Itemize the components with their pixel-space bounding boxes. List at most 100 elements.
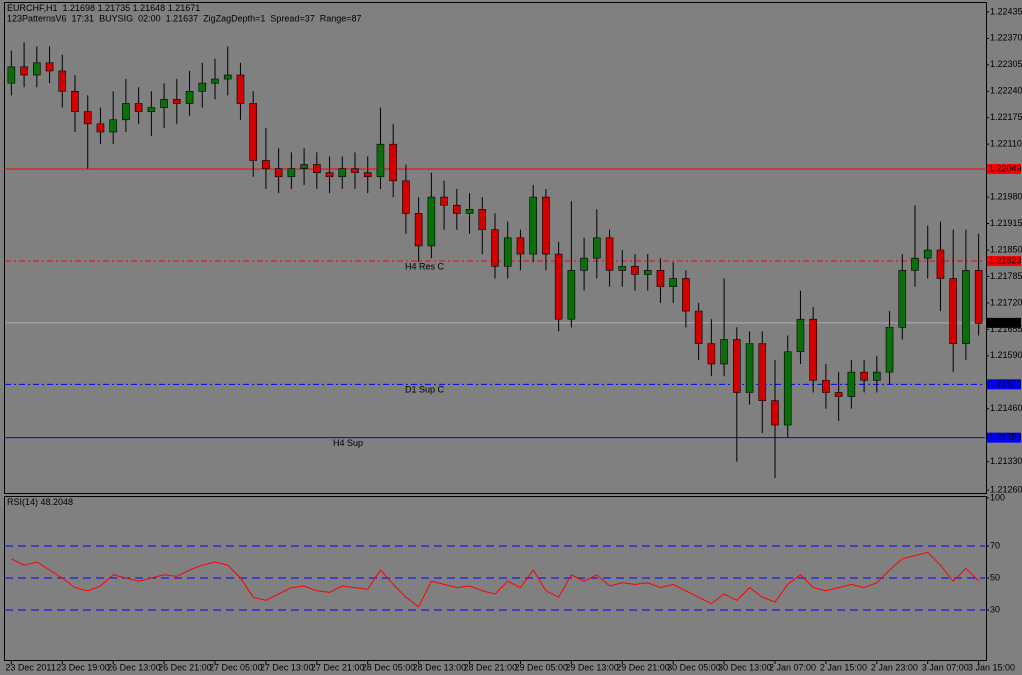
level-name: H4 Sup [333, 438, 363, 448]
x-tick-label: 23 Dec 2011 [5, 662, 55, 672]
candle-body [274, 168, 283, 178]
candle-body [325, 172, 334, 178]
candle-body [783, 351, 792, 426]
candle-body [134, 103, 143, 112]
candle-body [605, 237, 614, 271]
y-tick-label: 70 [990, 540, 1000, 550]
candle-body [618, 265, 627, 271]
candle-body [376, 143, 385, 178]
x-tick-label: 27 Dec 21:00 [311, 662, 365, 672]
symbol-label: EURCHF,H1 1.21698 1.21735 1.21648 1.2167… [7, 3, 200, 13]
candle-body [96, 123, 105, 133]
candle-body [45, 62, 54, 72]
candle-body [465, 209, 474, 214]
candle-body [491, 229, 499, 267]
candle-body [733, 339, 741, 393]
candle-body [440, 196, 448, 206]
x-tick-label: 26 Dec 13:00 [107, 662, 161, 672]
candle-body [822, 379, 830, 393]
main-panel [4, 2, 987, 494]
open: 1.21698 [63, 3, 96, 13]
level-name: H4 Res C [405, 261, 445, 271]
symbol: EURCHF,H1 [7, 3, 58, 13]
high: 1.21735 [98, 3, 131, 13]
candle-body [33, 62, 41, 76]
candle-body [223, 74, 232, 80]
x-tick-label: 2 Jan 07:00 [769, 662, 816, 672]
candle-body [682, 278, 690, 312]
candle-body [962, 270, 970, 344]
candle-body [160, 99, 168, 108]
x-tick-label: 27 Dec 05:00 [209, 662, 263, 672]
y-tick-label: 1.21260 [990, 485, 1022, 495]
candle-body [720, 339, 728, 365]
y-tick-label: 1.21460 [990, 403, 1022, 413]
y-tick-label: 1.21980 [990, 191, 1022, 201]
x-tick-label: 26 Dec 21:00 [158, 662, 212, 672]
y-tick-label: 1.21850 [990, 244, 1022, 254]
candle-body [83, 111, 92, 125]
candle-body [414, 213, 423, 247]
candle-body [809, 318, 817, 381]
current-price-box [987, 317, 1021, 328]
candle-body [593, 237, 601, 259]
candle-body [923, 249, 932, 259]
y-tick-label: 1.22305 [990, 59, 1022, 69]
candle-body [58, 70, 67, 92]
candle-body [478, 209, 487, 230]
candle-body [389, 143, 397, 182]
indicator-line: 123PatternsV6 17:31 BUYSIG 02:00 1.21637… [7, 13, 362, 23]
x-tick-label: 28 Dec 13:00 [413, 662, 467, 672]
candle-body [898, 270, 907, 328]
candle-body [847, 371, 856, 397]
candle-body [796, 318, 805, 353]
candle-body [567, 270, 576, 320]
candle-body [300, 164, 308, 169]
candle-body [707, 343, 716, 365]
candle-body [503, 237, 512, 267]
y-tick-label: 1.21590 [990, 350, 1022, 360]
candle-body [771, 400, 779, 426]
candle-body [351, 168, 359, 173]
candle-body [236, 74, 245, 104]
y-tick-label: 1.21330 [990, 456, 1022, 466]
x-tick-label: 3 Jan 15:00 [968, 662, 1015, 672]
candle-body [516, 237, 525, 255]
candle-body [427, 196, 436, 247]
x-tick-label: 28 Dec 05:00 [362, 662, 416, 672]
x-tick-label: 30 Dec 13:00 [718, 662, 772, 672]
level-label: 1.21823 [989, 255, 1022, 265]
x-tick-label: 29 Dec 21:00 [616, 662, 670, 672]
candle-body [185, 90, 194, 104]
y-tick-label: 1.22370 [990, 33, 1022, 43]
candle-body [173, 99, 181, 104]
rsi-name: RSI(14) [7, 497, 38, 507]
candle-body [873, 371, 881, 381]
rsi-line [11, 551, 979, 608]
y-tick-label: 1.22110 [990, 139, 1022, 149]
x-tick-label: 23 Dec 19:00 [56, 662, 110, 672]
rsi-value: 48.2048 [41, 497, 74, 507]
candle-body [20, 66, 28, 76]
candle-body [643, 270, 652, 275]
candle-body [949, 278, 957, 344]
x-tick-label: 2 Jan 23:00 [871, 662, 918, 672]
candle-body [885, 327, 894, 373]
candle-body [211, 78, 219, 84]
x-tick-label: 29 Dec 13:00 [565, 662, 619, 672]
level-label: 1.21389 [989, 432, 1022, 442]
close: 1.21671 [168, 3, 201, 13]
candle-body [936, 249, 945, 279]
y-tick-label: 100 [990, 492, 1005, 502]
candle-body [834, 392, 843, 397]
y-tick-label: 50 [990, 572, 1000, 582]
level-label: 1.22049 [989, 163, 1022, 173]
candle-body [287, 168, 296, 178]
candle-body [631, 265, 639, 275]
rsi-label: RSI(14) 48.2048 [7, 497, 73, 507]
candle-body [694, 310, 703, 344]
candle-body [122, 103, 130, 121]
candle-body [109, 119, 117, 133]
x-tick-label: 30 Dec 05:00 [667, 662, 721, 672]
candle-body [249, 103, 257, 161]
